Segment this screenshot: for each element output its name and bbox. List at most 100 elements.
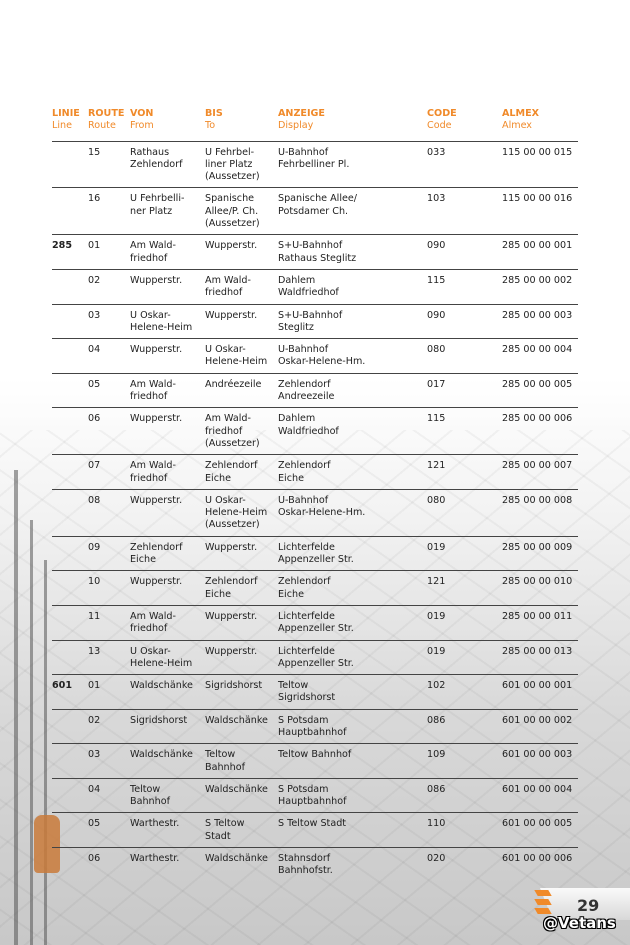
table-cell [52,570,88,606]
header-de: ALMEX [502,108,540,119]
table-cell: Wupperstr. [205,604,278,640]
column-header: VON From [130,108,205,141]
pole [44,560,47,945]
table-row: 03 Waldschänke Teltow Bahnhof Teltow Bahnho… [52,743,578,779]
header-en: To [205,120,216,132]
table-cell [52,303,88,339]
table-row: 04 Wupperstr. U Oskar- Helene-Heim U-Bahnho… [52,338,578,374]
table-row: 09 Zehlendorf Eiche Wupperstr. Lichterfelde… [52,535,578,571]
table-cell: Am Wald- friedhof [130,454,205,490]
table-cell: 601 00 00 002 [502,708,578,744]
table-cell: Dahlem Waldfriedhof [278,407,427,455]
table-cell: U-Bahnhof Oskar-Helene-Hm. [278,488,427,537]
table-cell: 06 [88,847,130,882]
table-cell: S Potsdam Hauptbahnhof [278,708,427,744]
column-header: ROUTE Route [88,108,130,141]
table-row: 11 Am Wald- friedhof Wupperstr. Lichterfeld… [52,604,578,640]
header-de: LINIE [52,108,80,119]
table-cell: 102 [427,674,502,710]
table-row: 13 U Oskar- Helene-Heim Wupperstr. Lichterf… [52,639,578,675]
header-en: Route [88,120,116,132]
table-cell: 01 [88,674,130,710]
header-de: ROUTE [88,108,125,119]
table-cell [52,187,88,235]
table-row: 15 Rathaus Zehlendorf U Fehrbel- liner Pla… [52,140,578,188]
table-cell: Wupperstr. [130,338,205,374]
table-cell: Wupperstr. [130,407,205,455]
table-cell [52,268,88,305]
table-cell: 017 [427,372,502,408]
table-cell: S+U-Bahnhof Steglitz [278,303,427,339]
table-row: 16 U Fehrbelli- ner Platz Spanische Allee/… [52,187,578,235]
pole [14,470,18,945]
table-cell [52,777,88,813]
table-row: 07 Am Wald- friedhof Zehlendorf Eiche Zehle… [52,454,578,490]
table-cell: 10 [88,570,130,606]
header-en: Almex [502,120,532,132]
table-cell: 086 [427,777,502,813]
table-cell: Am Wald- friedhof (Aussetzer) [205,407,278,455]
table-cell: 06 [88,407,130,455]
table-cell: Warthestr. [130,812,205,848]
table-row: 10 Wupperstr. Zehlendorf Eiche Zehlendorf E… [52,570,578,606]
table-cell [52,454,88,490]
table-cell: U-Bahnhof Fehrbelliner Pl. [278,140,427,188]
table-cell: Am Wald- friedhof [130,234,205,270]
table-cell: Teltow Bahnhof [130,777,205,813]
table-cell [52,407,88,455]
table-cell: U Oskar- Helene-Heim [205,338,278,374]
table-cell: 05 [88,812,130,848]
table-cell [52,140,88,188]
table-cell: 285 00 00 004 [502,338,578,374]
table-cell: Wupperstr. [205,639,278,675]
table-cell: Am Wald- friedhof [130,604,205,640]
page-number-tab [540,888,630,920]
table-cell: 601 00 00 003 [502,743,578,779]
table-row: 05 Warthestr. S Teltow Stadt S Teltow Stadt… [52,812,578,848]
table-cell: 086 [427,708,502,744]
table-cell: 285 00 00 005 [502,372,578,408]
table-cell: 285 00 00 007 [502,454,578,490]
table-cell: Sigridshorst [130,708,205,744]
table-cell: U Oskar- Helene-Heim (Aussetzer) [205,488,278,537]
table-cell: 03 [88,743,130,779]
table-row: 08 Wupperstr. U Oskar- Helene-Heim (Ausset… [52,488,578,537]
table-cell: Wupperstr. [205,535,278,571]
table-cell: 103 [427,187,502,235]
header-de: VON [130,108,154,119]
table-cell: 090 [427,303,502,339]
table-cell [52,372,88,408]
header-en: Display [278,120,314,132]
table-cell [52,338,88,374]
table-cell: Waldschänke [205,847,278,882]
table-cell [52,535,88,571]
table-cell: Wupperstr. [205,303,278,339]
table-cell: Teltow Bahnhof [205,743,278,779]
table-cell: 019 [427,639,502,675]
table-cell: Zehlendorf Eiche [130,535,205,571]
table-cell: S Potsdam Hauptbahnhof [278,777,427,813]
table-cell: 15 [88,140,130,188]
table-row: 06 Wupperstr. Am Wald- friedhof (Aussetzer… [52,407,578,455]
table-cell: 110 [427,812,502,848]
table-row: 285 01 Am Wald- friedhof Wupperstr. S+U-Bahn… [52,234,578,270]
table-cell: Lichterfelde Appenzeller Str. [278,604,427,640]
table-cell [52,604,88,640]
table-cell: 285 00 00 001 [502,234,578,270]
table-cell: 121 [427,454,502,490]
table-cell: 115 [427,268,502,305]
table-cell: Waldschänke [205,777,278,813]
table-cell: 04 [88,338,130,374]
table-cell: Zehlendorf Eiche [205,570,278,606]
table-cell: Wupperstr. [130,268,205,305]
table-cell: Teltow Sigridshorst [278,674,427,710]
table-cell: 019 [427,604,502,640]
column-header: ANZEIGE Display [278,108,427,141]
table-cell: U Oskar- Helene-Heim [130,303,205,339]
table-cell: 285 00 00 011 [502,604,578,640]
table-cell: Lichterfelde Appenzeller Str. [278,639,427,675]
table-row: 601 01 Waldschänke Sigridshorst Teltow Sigri… [52,674,578,710]
table-cell: U-Bahnhof Oskar-Helene-Hm. [278,338,427,374]
table-row: 02 Sigridshorst Waldschänke S Potsdam Haupt… [52,708,578,744]
table-cell: Wupperstr. [205,234,278,270]
